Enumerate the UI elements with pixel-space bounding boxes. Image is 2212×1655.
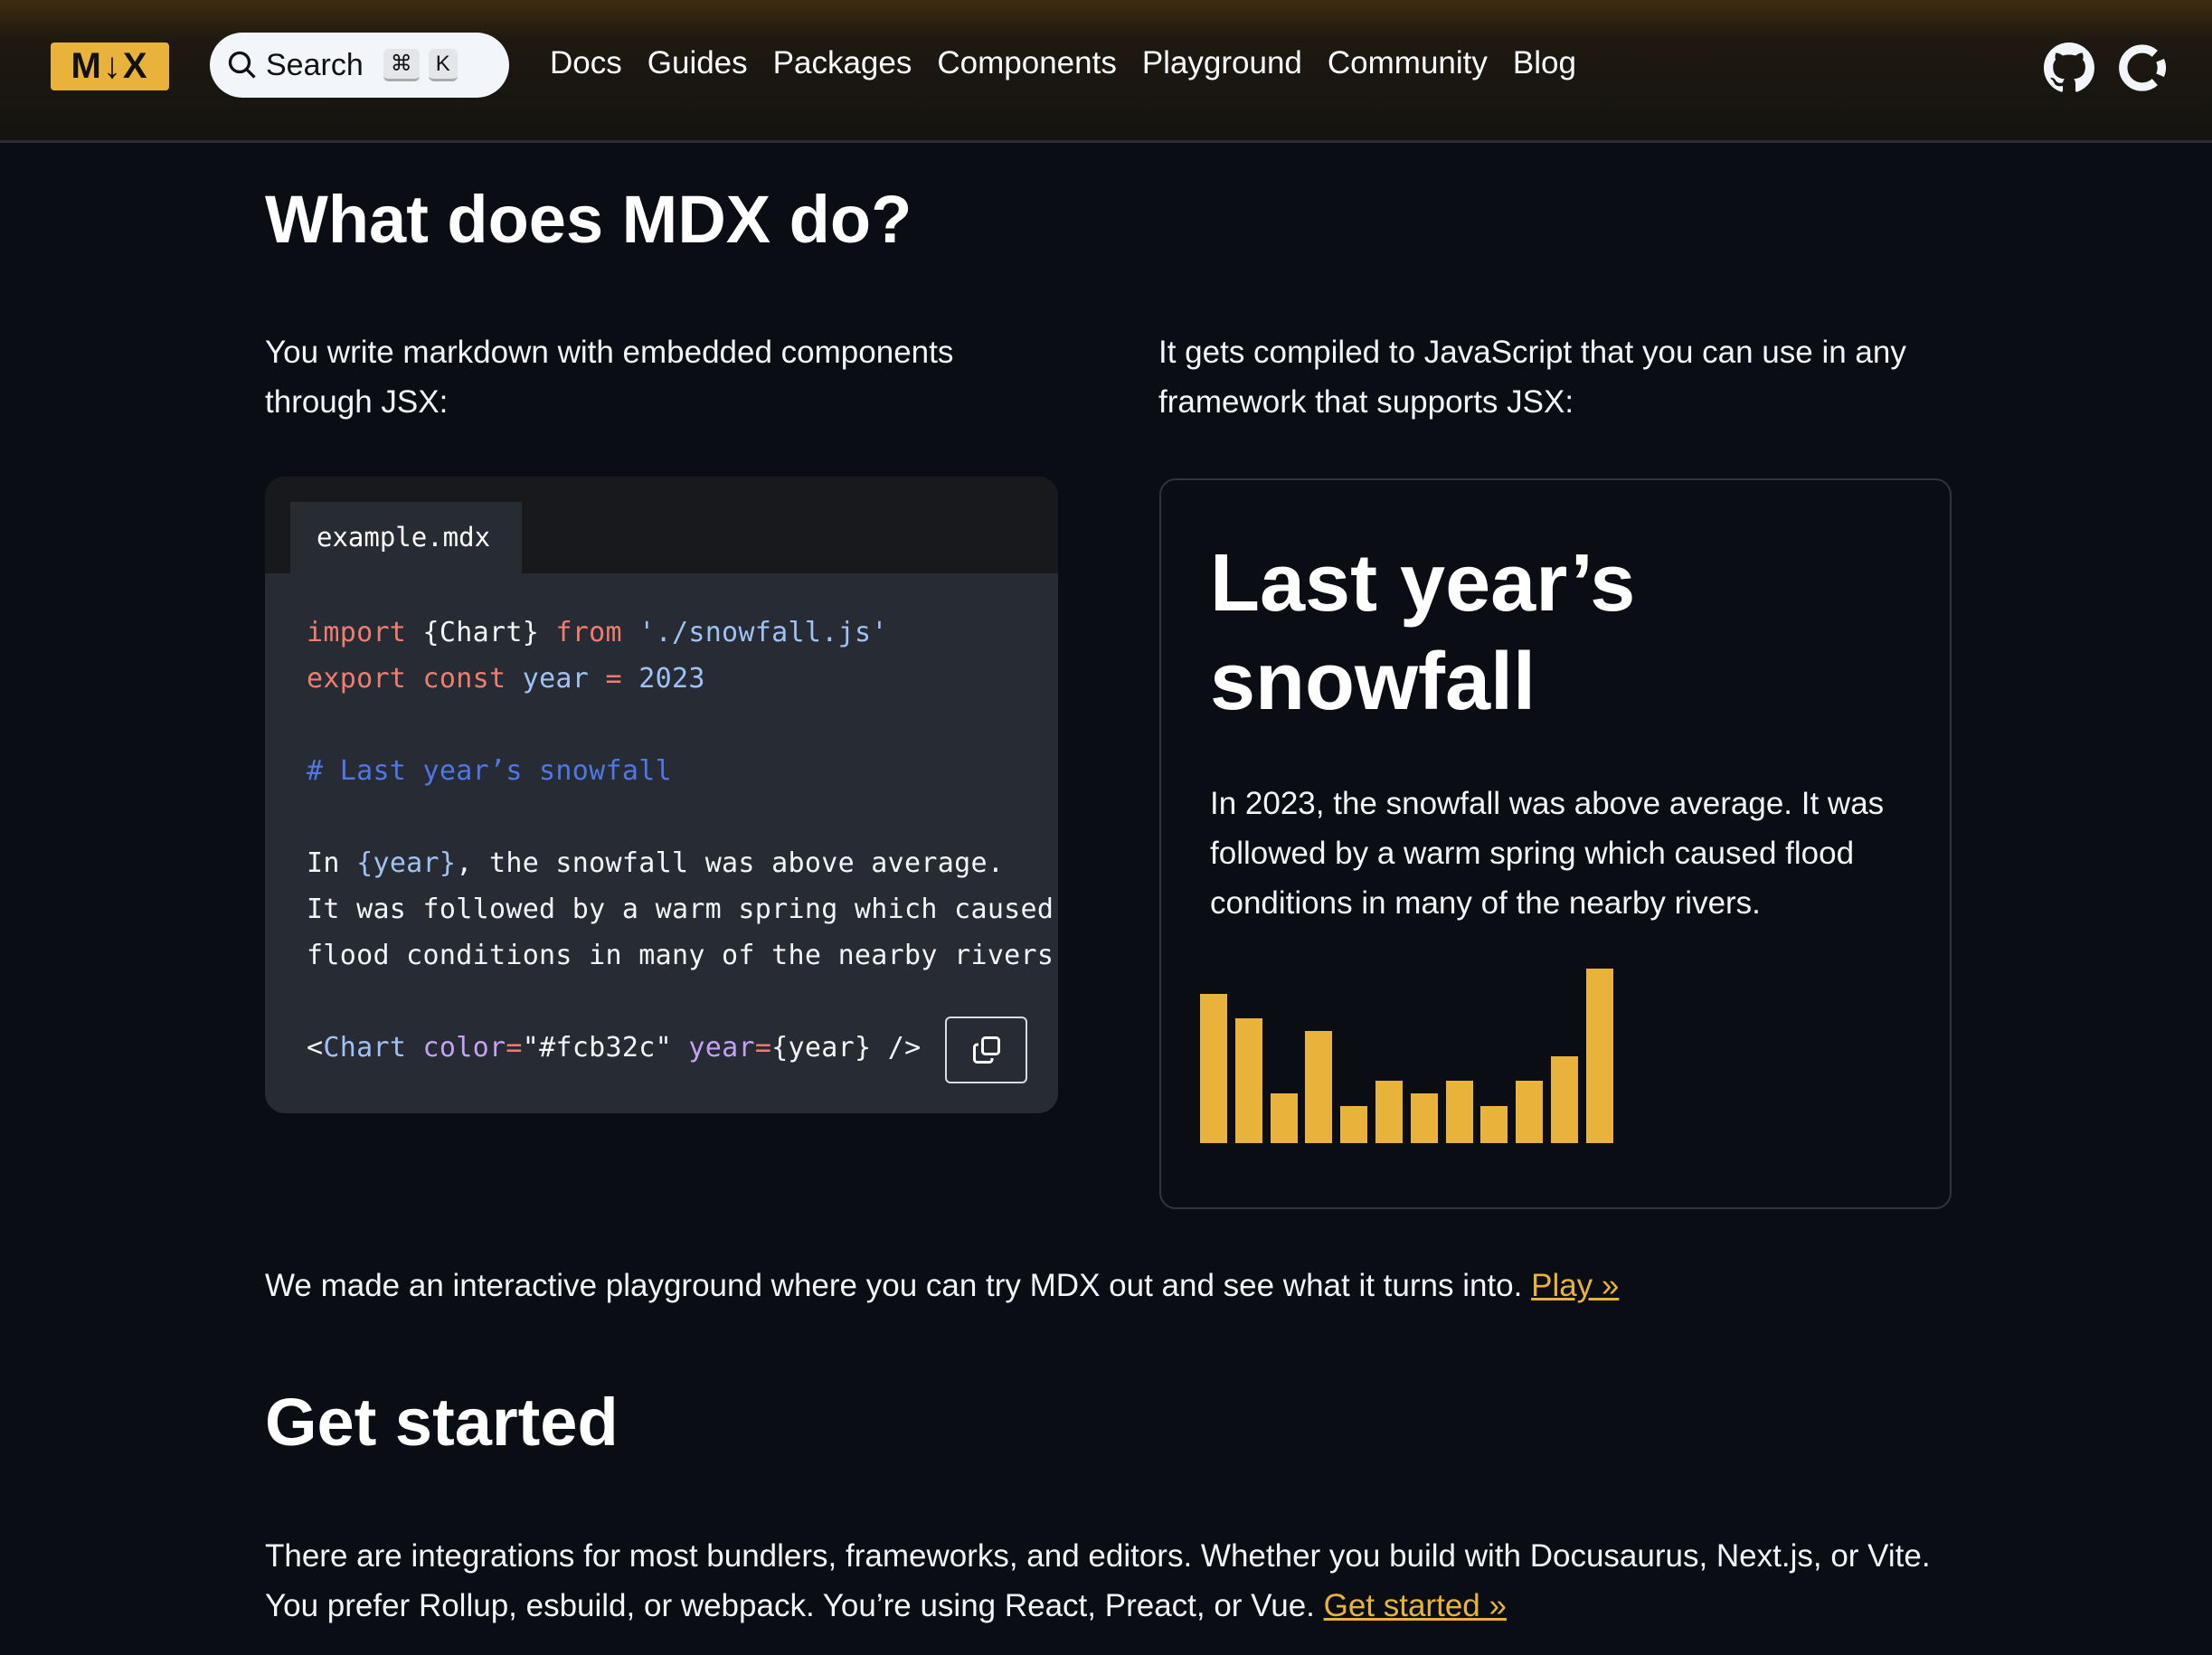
code-lines: import {Chart} from './snowfall.js' expor…	[307, 610, 1058, 1071]
punct: />	[871, 1032, 922, 1064]
attr: year	[672, 1032, 755, 1064]
search-button[interactable]: Search ⌘ K	[210, 33, 509, 98]
get-started-text: There are integrations for most bundlers…	[265, 1531, 1965, 1631]
file-tab[interactable]: example.mdx	[290, 502, 522, 573]
kbd-cmd: ⌘	[383, 49, 420, 81]
code-line: <Chart color="#fcb32c" year={year} />	[307, 1025, 1058, 1071]
code-example: example.mdx import {Chart} from './snowf…	[265, 477, 1058, 1113]
top-nav: M↓X Search ⌘ K Docs Guides Packages Comp…	[0, 0, 2212, 143]
search-label: Search	[266, 47, 364, 82]
code-line: export const year = 2023	[307, 656, 1058, 702]
code-line: It was followed by a warm spring which c…	[307, 894, 1054, 925]
mdx-logo[interactable]: M↓X	[51, 43, 169, 90]
text: , the snowfall was above average.	[456, 847, 1005, 879]
kw: from	[555, 617, 622, 648]
copy-icon	[972, 1036, 1000, 1064]
nav-guides[interactable]: Guides	[647, 45, 748, 80]
preview-card: Last year’s snowfall In 2023, the snowfa…	[1159, 478, 1952, 1209]
tag: Chart	[323, 1032, 407, 1064]
get-started-link[interactable]: Get started »	[1323, 1588, 1507, 1623]
chart-bar	[1234, 1018, 1262, 1143]
search-icon	[228, 51, 256, 79]
chart-bar	[1305, 1030, 1333, 1143]
text: In	[307, 847, 357, 879]
github-icon[interactable]	[2044, 43, 2094, 93]
ident: year	[506, 663, 590, 695]
main-nav: Docs Guides Packages Components Playgrou…	[550, 45, 1576, 81]
code-heading: # Last year’s snowfall	[307, 755, 672, 787]
nav-components[interactable]: Components	[937, 45, 1117, 80]
chart-bar	[1551, 1055, 1578, 1143]
playground-sentence: We made an interactive playground where …	[265, 1268, 1532, 1303]
preview-text: In 2023, the snowfall was above average.…	[1210, 786, 1885, 921]
op: =	[589, 663, 639, 695]
code-tabbar: example.mdx	[265, 477, 1058, 573]
chart-bar	[1480, 1105, 1508, 1143]
string: './snowfall.js'	[621, 617, 888, 648]
get-started-title: Get started	[265, 1385, 619, 1460]
opencollective-icon[interactable]	[2118, 43, 2169, 93]
chart-bar	[1585, 969, 1613, 1143]
chart-bar	[1200, 993, 1227, 1143]
copy-button[interactable]	[945, 1017, 1027, 1083]
kw: export	[307, 663, 407, 695]
attr: color	[406, 1032, 506, 1064]
punct: <	[307, 1032, 324, 1064]
left-intro: You write markdown with embedded compone…	[265, 335, 954, 420]
ident: {Chart}	[406, 617, 556, 648]
kw: import	[307, 617, 407, 648]
op: =	[506, 1032, 523, 1064]
string: "#fcb32c"	[522, 1032, 672, 1064]
chart-bar	[1375, 1081, 1403, 1143]
expr: {year}	[356, 847, 457, 879]
right-intro: It gets compiled to JavaScript that you …	[1158, 335, 1906, 420]
code-line: import {Chart} from './snowfall.js'	[307, 610, 1058, 656]
chart-bar	[1340, 1105, 1368, 1143]
nav-community[interactable]: Community	[1327, 45, 1488, 80]
chart-bar	[1270, 1092, 1298, 1143]
section-title: What does MDX do?	[265, 182, 912, 257]
nav-docs[interactable]: Docs	[550, 45, 622, 80]
playground-text: We made an interactive playground where …	[265, 1261, 1983, 1310]
number: 2023	[638, 663, 705, 695]
play-link[interactable]: Play »	[1531, 1268, 1620, 1303]
chart-bar	[1516, 1081, 1544, 1143]
get-started-sentence: There are integrations for most bundlers…	[265, 1538, 1931, 1623]
kw: const	[406, 663, 506, 695]
expr: {year}	[771, 1032, 872, 1064]
chart-bar	[1445, 1081, 1473, 1143]
kbd-k: K	[428, 49, 458, 81]
op: =	[754, 1032, 772, 1064]
chart-bar	[1410, 1092, 1438, 1143]
code-line: flood conditions in many of the nearby r…	[307, 940, 1058, 971]
preview-title: Last year’s snowfall	[1210, 538, 1636, 727]
snowfall-chart	[1200, 969, 1625, 1158]
nav-playground[interactable]: Playground	[1141, 45, 1302, 80]
nav-blog[interactable]: Blog	[1512, 45, 1576, 80]
nav-packages[interactable]: Packages	[772, 45, 912, 80]
code-line: In {year}, the snowfall was above averag…	[307, 840, 1058, 886]
